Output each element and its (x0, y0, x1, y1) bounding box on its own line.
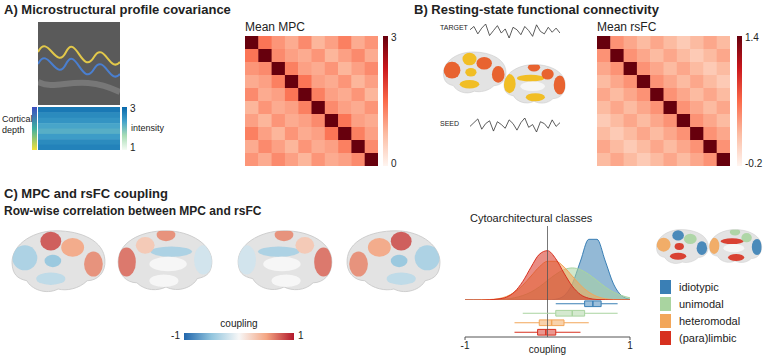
html-text:SEED: SEED (440, 120, 460, 127)
html-text:TARGET: TARGET (440, 24, 468, 31)
html-text:3: 3 (130, 103, 136, 114)
html-text:idiotypic: idiotypic (679, 281, 719, 293)
html-text:-0.2: -0.2 (745, 158, 763, 169)
html-text:-1: -1 (171, 330, 180, 341)
html-text:Mean rsFC: Mean rsFC (597, 20, 657, 34)
html-text:(para)limbic: (para)limbic (679, 332, 737, 344)
html-text:C) MPC and rsFC coupling: C) MPC and rsFC coupling (4, 186, 168, 201)
html-text:1: 1 (298, 330, 304, 341)
html-text:1: 1 (130, 142, 136, 153)
html-text:intensity: intensity (131, 123, 164, 133)
svg-text:1: 1 (627, 340, 633, 351)
html-text:Cortical depth: Cortical depth (2, 114, 33, 135)
html-text:heteromodal: heteromodal (679, 315, 741, 327)
svg-text:coupling: coupling (529, 344, 566, 355)
html-text:B) Resting-state functional co: B) Resting-state functional connectivity (414, 2, 659, 17)
svg-text:-1: -1 (461, 340, 470, 351)
html-text:unimodal: unimodal (679, 298, 724, 310)
html-text:A) Microstructural profile cov: A) Microstructural profile covariance (4, 2, 231, 17)
html-text:Cytoarchitectural classes: Cytoarchitectural classes (470, 212, 593, 224)
html-text:coupling: coupling (220, 318, 258, 329)
html-text:Row-wise correlation between M: Row-wise correlation between MPC and rsF… (4, 204, 262, 218)
html-text:0: 0 (391, 158, 397, 169)
html-text:1.4: 1.4 (745, 32, 759, 43)
html-text:Mean MPC: Mean MPC (245, 20, 305, 34)
html-text:3: 3 (391, 32, 397, 43)
